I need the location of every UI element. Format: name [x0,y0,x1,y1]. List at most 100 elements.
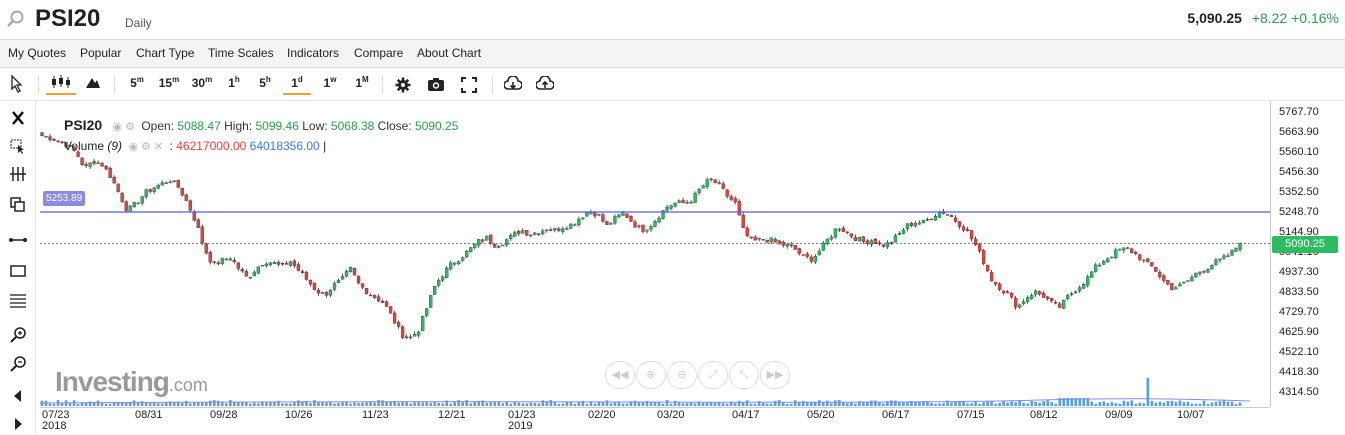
volume-bar [649,402,653,406]
rectangle-icon[interactable] [8,262,28,280]
candle-body [469,247,473,253]
gear-icon[interactable] [395,77,411,93]
menu-indicators[interactable]: Indicators [287,46,340,60]
candle-body [64,142,68,148]
volume-period: (9) [107,139,123,153]
nav-scroll-left[interactable]: ◀◀ [605,361,635,389]
fullscreen-icon[interactable] [461,77,477,93]
menu-popular[interactable]: Popular [80,46,122,60]
cursor-icon[interactable] [10,75,24,93]
volume-bar [373,402,376,406]
nav-zoom-out[interactable]: ⊖ [667,361,697,389]
timeframe-5h[interactable]: 5h [259,75,271,90]
candle-body [1170,283,1174,291]
time-axis[interactable]: 07/23 2018 08/31 09/28 10/26 11/23 12/21 01/23 2… [40,407,1270,435]
menu-compare[interactable]: Compare [354,46,404,60]
nav-fit[interactable]: ⤡ [729,361,759,389]
candle-body [449,262,453,270]
timeframe-1M[interactable]: 1M [355,75,369,90]
visibility-icon[interactable]: ◉ ⚙ [112,121,135,133]
volume-bar [261,401,264,406]
y-tick-label: 4314.50 [1279,386,1319,398]
area-chart-button[interactable] [82,75,104,95]
volume-bar [753,403,757,406]
volume-bar [176,401,180,406]
timeframe-5m[interactable]: 5m [130,75,144,90]
candle-body [529,234,533,237]
drawing-tools-panel [0,101,36,435]
timeframe-30m[interactable]: 30m [191,75,213,90]
mountain-icon [86,78,100,88]
volume-bar [48,403,52,406]
candle-body [909,222,914,226]
candle-body [457,261,461,265]
candle-body [761,239,765,241]
volume-settings-icon[interactable]: ◉ ⚙ ✕ [128,141,164,153]
zoom-out-icon[interactable] [8,355,28,373]
zoom-in-icon[interactable] [8,326,28,344]
candle-body [617,214,621,218]
price-axis[interactable]: 5767.70 5663.90 5560.10 5456.30 5352.50 5248.… [1270,101,1345,407]
clone-icon[interactable] [8,195,28,213]
volume-bar [104,403,108,406]
nav-scroll-right[interactable]: ▶▶ [760,361,790,389]
menu-my-quotes[interactable]: My Quotes [8,46,67,60]
volume-bar [1126,401,1130,406]
timeframe-1w[interactable]: 1w [323,75,337,90]
toolbar-separator [114,76,115,94]
cloud-download-icon[interactable] [504,76,522,93]
candle-body [525,230,529,236]
candle-body [312,282,317,290]
volume-bar [817,400,821,406]
candle-body [1222,255,1226,259]
timeframe-1d[interactable]: 1d [283,75,311,95]
scroll-left-icon[interactable] [8,387,28,405]
close-icon[interactable] [8,109,28,127]
nav-zoom-in[interactable]: ⊕ [636,361,666,389]
x-tick-label: 03/20 [657,409,685,421]
volume-bar [757,401,761,406]
timeframe-15m[interactable]: 15m [158,75,180,90]
chart-toolbar: 5m 15m 30m 1h 5h 1d 1w 1M [0,69,1345,101]
menu-time-scales[interactable]: Time Scales [208,46,274,60]
candle-body [741,214,745,229]
menu-chart-type[interactable]: Chart Type [136,46,195,60]
volume-bar [549,400,553,406]
volume-bar [1114,403,1118,406]
menu-about-chart[interactable]: About Chart [417,46,482,60]
timeframe-1h[interactable]: 1h [228,75,240,90]
volume-bar [180,403,184,406]
trend-line-icon[interactable] [8,231,28,249]
volume-bar [473,401,477,406]
volume-bar [673,400,677,406]
candle-body [773,238,777,243]
volume-bar [705,402,709,406]
volume-bar [449,403,452,406]
cloud-upload-icon[interactable] [536,76,554,93]
camera-icon[interactable] [427,77,445,92]
remove-drawings-icon[interactable] [8,165,28,183]
y-tick-label: 4625.90 [1279,326,1319,338]
volume-bar [1142,403,1146,406]
fibonacci-icon[interactable] [8,292,28,310]
candle-body [489,234,493,244]
candle-body [681,200,685,204]
select-drawing-icon[interactable] [8,137,28,155]
volume-bar [613,401,617,406]
volume-bar [946,400,949,406]
volume-bar [577,401,581,406]
scroll-right-icon[interactable] [8,415,28,433]
search-icon[interactable] [6,9,26,29]
nav-reset[interactable]: ⤢ [698,361,728,389]
candle-body [929,218,934,221]
candle-body [300,271,305,273]
candle-body [969,230,974,239]
candle-body [304,271,309,280]
candle-body [1174,287,1178,290]
candles-chart-button[interactable] [46,75,76,95]
horizontal-line-label[interactable]: 5253.89 [43,191,86,206]
volume-bar [521,403,525,406]
volume-bar [994,403,997,406]
price-chart[interactable] [40,101,1270,407]
candle-body [901,229,906,234]
